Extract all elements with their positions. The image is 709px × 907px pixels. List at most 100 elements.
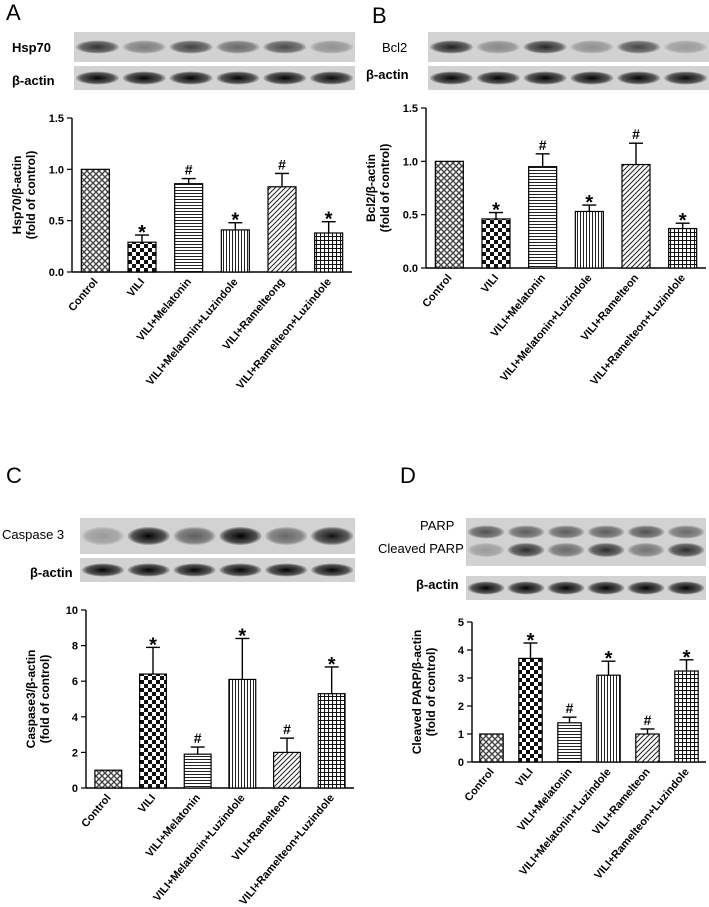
significance-mark: * bbox=[585, 192, 593, 214]
bar-chart: 0.0 0.5 1.0 1.5 Hsp70/β-actin(fold of contro… bbox=[10, 113, 352, 392]
blot-band bbox=[310, 71, 354, 85]
blot-band bbox=[216, 40, 260, 54]
bar bbox=[668, 227, 698, 269]
category-label: VILI bbox=[125, 276, 147, 299]
blot-band bbox=[587, 581, 625, 595]
y-tick-label: 0.5 bbox=[49, 216, 64, 228]
bar bbox=[674, 670, 699, 763]
western-blot bbox=[74, 32, 355, 90]
panel-b: B Bcl2 β-actin 0.0 0.5 1.0 1.5 Bcl2/β-actin(… bbox=[354, 0, 709, 440]
blot-strip bbox=[80, 518, 355, 554]
blot-band bbox=[570, 71, 614, 85]
y-tick-label: 2 bbox=[72, 747, 78, 759]
bar bbox=[139, 673, 168, 789]
bar bbox=[80, 168, 110, 273]
blot-band bbox=[664, 71, 708, 85]
panel-letter: A bbox=[6, 0, 21, 25]
significance-mark: # bbox=[644, 712, 652, 728]
blot-band bbox=[587, 525, 625, 539]
blot-strip bbox=[74, 32, 355, 62]
significance-mark: # bbox=[278, 156, 286, 172]
blot-strip bbox=[428, 32, 709, 62]
blot-label-actin: β-actin bbox=[30, 565, 73, 580]
panel-c: C Caspase 3 β-actin 0 2 4 6 8 10 Caspase3/β-ac… bbox=[0, 460, 355, 907]
bar bbox=[267, 186, 297, 273]
blot-strip bbox=[466, 576, 706, 600]
y-tick-label: 6 bbox=[72, 676, 78, 688]
blot-label-actin: β-actin bbox=[416, 577, 459, 592]
y-tick-label: 3 bbox=[458, 673, 464, 685]
western-blot bbox=[80, 518, 355, 582]
blot-band bbox=[173, 527, 216, 545]
bar bbox=[596, 674, 621, 763]
y-tick-label: 0 bbox=[458, 757, 464, 769]
bar bbox=[94, 769, 123, 789]
blot-band bbox=[311, 527, 354, 545]
blot-band bbox=[127, 563, 170, 577]
bar bbox=[220, 229, 250, 273]
y-tick-label: 8 bbox=[72, 641, 78, 653]
blot-band bbox=[81, 527, 124, 545]
blot-band bbox=[667, 543, 705, 557]
category-label: VILI+Melatonin+Luzindole bbox=[498, 272, 594, 384]
category-label: VILI bbox=[479, 272, 501, 295]
blot-label-protein: Caspase 3 bbox=[2, 527, 65, 542]
category-label: VILI bbox=[136, 792, 158, 815]
blot-band bbox=[476, 40, 520, 54]
blot-band bbox=[547, 543, 585, 557]
blot-band bbox=[265, 527, 308, 545]
blot-label-actin: β-actin bbox=[366, 67, 409, 82]
y-tick-label: 4 bbox=[72, 712, 79, 724]
bar bbox=[635, 733, 660, 763]
blot-band bbox=[173, 563, 216, 577]
y-tick-label: 1.5 bbox=[49, 113, 64, 125]
category-label: VILI+Ramelteon+Luzindole bbox=[237, 792, 337, 907]
blot-band bbox=[467, 581, 505, 595]
significance-mark: * bbox=[138, 222, 146, 244]
panel-letter: B bbox=[372, 3, 387, 28]
significance-mark: # bbox=[194, 730, 202, 746]
blot-band bbox=[476, 71, 520, 85]
y-axis-label: Cleaved PARP/β-actin(fold of control) bbox=[410, 630, 438, 754]
bar bbox=[228, 678, 257, 789]
y-tick-label: 0 bbox=[72, 783, 78, 795]
bar-chart: 0 2 4 6 8 10 Caspase3/β-actin(fold of control)… bbox=[24, 605, 354, 907]
panel-d: D PARP Cleaved PARP β-actin 0 1 2 3 4 5 Cleave… bbox=[354, 460, 709, 907]
blot-band bbox=[627, 525, 665, 539]
category-label: Control bbox=[462, 766, 496, 804]
significance-mark: # bbox=[632, 126, 640, 142]
panel-letter: C bbox=[6, 463, 22, 488]
significance-mark: * bbox=[325, 209, 333, 231]
western-blot bbox=[466, 518, 706, 600]
y-tick-label: 1.5 bbox=[403, 103, 418, 115]
blot-band bbox=[523, 40, 567, 54]
blot-band bbox=[81, 563, 124, 577]
category-label: Control bbox=[420, 272, 454, 310]
bar bbox=[127, 241, 157, 273]
blot-band bbox=[667, 525, 705, 539]
blot-band bbox=[169, 40, 213, 54]
bar bbox=[174, 183, 204, 273]
blot-band bbox=[627, 581, 665, 595]
blot-label-cleaved: Cleaved PARP bbox=[378, 541, 464, 556]
y-tick-label: 1 bbox=[458, 729, 464, 741]
bar bbox=[317, 693, 346, 789]
significance-mark: * bbox=[527, 630, 535, 652]
bar bbox=[574, 210, 604, 269]
blot-band bbox=[547, 581, 585, 595]
y-tick-label: 0.5 bbox=[403, 210, 418, 222]
significance-mark: # bbox=[283, 721, 291, 737]
blot-band bbox=[75, 71, 119, 85]
bar-chart: 0 1 2 3 4 5 Cleaved PARP/β-actin(fold of contr… bbox=[410, 617, 706, 882]
blot-band bbox=[263, 71, 307, 85]
blot-band bbox=[216, 71, 260, 85]
bar bbox=[528, 166, 558, 269]
bar bbox=[557, 722, 582, 763]
bar bbox=[481, 218, 511, 269]
blot-band bbox=[429, 40, 473, 54]
y-tick-label: 0.0 bbox=[49, 267, 64, 279]
significance-mark: * bbox=[328, 654, 336, 676]
bar-chart: 0.0 0.5 1.0 1.5 Bcl2/β-actin(fold of control… bbox=[364, 103, 706, 388]
significance-mark: * bbox=[149, 634, 157, 656]
blot-band bbox=[311, 563, 354, 577]
